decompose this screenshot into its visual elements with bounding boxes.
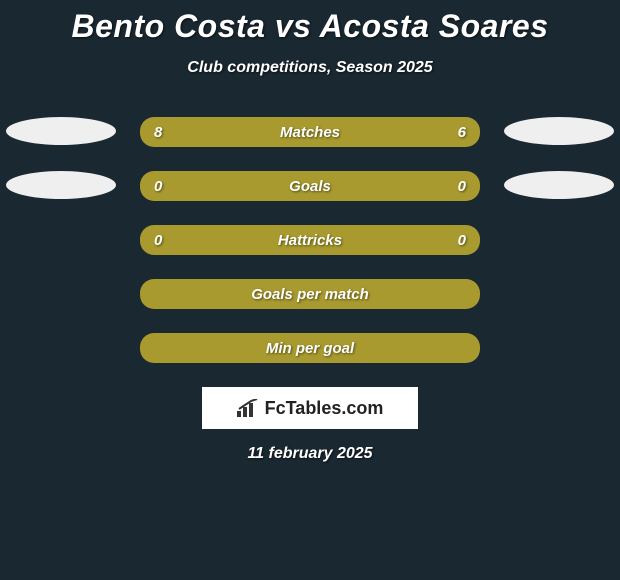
logo-text: FcTables.com — [265, 398, 384, 419]
stat-row: Goals per match — [0, 279, 620, 309]
stat-row: 0 Goals 0 — [0, 171, 620, 201]
stat-label: Min per goal — [266, 340, 354, 357]
left-ellipse — [6, 117, 116, 145]
stat-value-right: 6 — [458, 124, 466, 141]
stat-label: Goals per match — [251, 286, 369, 303]
stat-row: Min per goal — [0, 333, 620, 363]
right-ellipse — [504, 117, 614, 145]
stat-value-right: 0 — [458, 232, 466, 249]
stat-label: Hattricks — [278, 232, 342, 249]
stat-bar: 0 Goals 0 — [140, 171, 480, 201]
comparison-subtitle: Club competitions, Season 2025 — [0, 59, 620, 77]
stat-label: Matches — [280, 124, 340, 141]
stat-bar: Goals per match — [140, 279, 480, 309]
stat-bar: 0 Hattricks 0 — [140, 225, 480, 255]
snapshot-date: 11 february 2025 — [0, 445, 620, 463]
left-ellipse — [6, 171, 116, 199]
right-ellipse — [504, 171, 614, 199]
stat-label: Goals — [289, 178, 331, 195]
stat-value-right: 0 — [458, 178, 466, 195]
stat-bar: 8 Matches 6 — [140, 117, 480, 147]
site-logo: FcTables.com — [202, 387, 418, 429]
stat-row: 8 Matches 6 — [0, 117, 620, 147]
stat-row: 0 Hattricks 0 — [0, 225, 620, 255]
stat-value-left: 0 — [154, 178, 162, 195]
stat-value-left: 8 — [154, 124, 162, 141]
comparison-title: Bento Costa vs Acosta Soares — [0, 8, 620, 45]
stat-bar: Min per goal — [140, 333, 480, 363]
stat-value-left: 0 — [154, 232, 162, 249]
stat-rows-container: 8 Matches 6 0 Goals 0 0 Hattricks 0 Goals per mat… — [0, 117, 620, 363]
